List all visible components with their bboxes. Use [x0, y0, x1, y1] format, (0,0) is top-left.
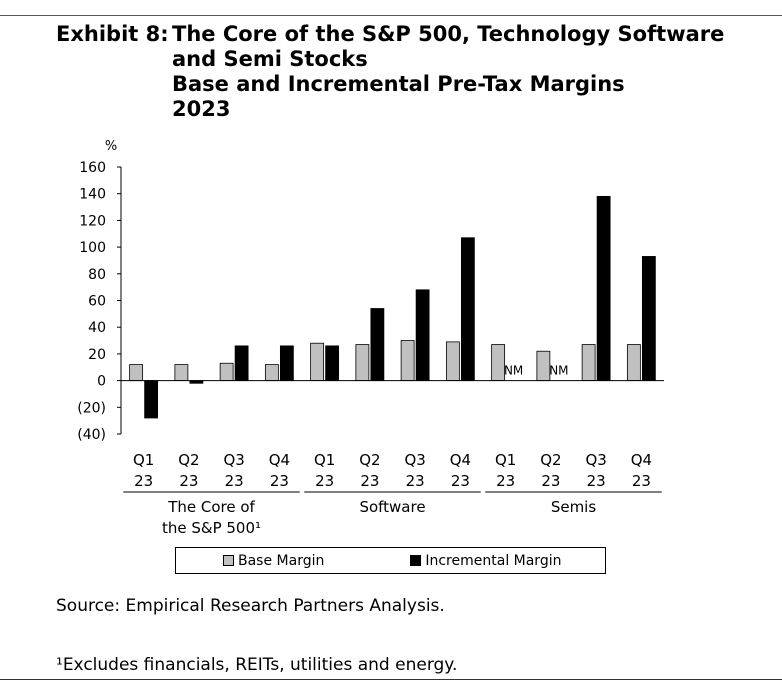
group-label: The Core of: [167, 498, 255, 516]
group-label: the S&P 500¹: [162, 519, 261, 537]
incremental-margin-bar: [370, 308, 385, 382]
source-note: Source: Empirical Research Partners Anal…: [56, 596, 445, 616]
base-margin-bar: [355, 344, 370, 381]
y-tick-label: 80: [88, 267, 106, 283]
bottom-rule: [0, 679, 782, 680]
bar-chart: 160 140 120 100 80 60 40 20 0 (20) (40)% NM NM Q1 23 Q2…: [77, 139, 664, 537]
x-tick-label-quarter: Q1: [495, 451, 516, 469]
y-tick-label: 120: [79, 213, 106, 229]
x-tick-label-year: 23: [315, 472, 334, 490]
base-margin-bar: [310, 342, 325, 382]
y-tick-label: 20: [88, 347, 106, 363]
nm-annotation: NM: [504, 364, 523, 378]
x-tick-label-quarter: Q3: [404, 451, 425, 469]
base-margin-bar: [400, 340, 415, 381]
top-rule: [0, 15, 782, 16]
y-tick-label: (20): [77, 400, 106, 416]
base-margin-bar: [129, 364, 144, 381]
title-line-2: and Semi Stocks: [172, 47, 368, 71]
x-tick-label-year: 23: [496, 472, 515, 490]
y-tick-label: 0: [97, 374, 106, 390]
x-tick-label-quarter: Q2: [178, 451, 199, 469]
chart-title: Exhibit 8: The Core of the S&P 500, Techn…: [56, 22, 724, 122]
x-tick-label-year: 23: [587, 472, 606, 490]
legend-swatch-base: [223, 555, 234, 566]
x-tick-label-quarter: Q2: [359, 451, 380, 469]
incremental-margin-bar: [234, 345, 249, 382]
group-label: Semis: [551, 498, 597, 516]
legend-swatch-incremental: [410, 555, 422, 566]
y-tick-label: 160: [79, 160, 106, 176]
x-tick-label-year: 23: [270, 472, 289, 490]
x-tick-label-quarter: Q4: [450, 451, 471, 469]
x-tick-label-year: 23: [451, 472, 470, 490]
incremental-margin-bar: [144, 380, 159, 419]
legend-label-base: Base Margin: [238, 552, 325, 569]
x-tick-label-quarter: Q3: [585, 451, 606, 469]
legend-item-incremental: Incremental Margin: [410, 553, 561, 569]
base-margin-bar: [626, 344, 641, 381]
x-tick-label-quarter: Q1: [314, 451, 335, 469]
incremental-margin-bar: [596, 195, 611, 381]
base-margin-bar: [445, 341, 460, 382]
x-tick-label-quarter: Q2: [540, 451, 561, 469]
x-tick-label-quarter: Q1: [133, 451, 154, 469]
legend-item-base: Base Margin: [223, 553, 324, 569]
incremental-margin-bar: [279, 345, 294, 382]
legend-label-incremental: Incremental Margin: [425, 552, 562, 569]
y-tick-label: 140: [79, 187, 106, 203]
incremental-margin-bar: [460, 237, 475, 382]
chart-legend: Base Margin Incremental Margin: [175, 547, 606, 574]
x-tick-label-year: 23: [134, 472, 153, 490]
base-margin-bar: [174, 364, 189, 381]
y-tick-label: 60: [88, 294, 106, 310]
x-tick-label-year: 23: [406, 472, 425, 490]
base-margin-bar: [491, 344, 506, 381]
exhibit-label: Exhibit 8:: [56, 22, 169, 46]
y-axis-unit-label: %: [105, 139, 117, 154]
x-tick-label-year: 23: [225, 472, 244, 490]
incremental-margin-bar: [415, 289, 430, 382]
title-line-3: Base and Incremental Pre-Tax Margins: [172, 72, 625, 96]
x-tick-label-year: 23: [179, 472, 198, 490]
x-tick-label-quarter: Q4: [631, 451, 652, 469]
y-tick-label: 100: [79, 240, 106, 256]
base-margin-bar: [536, 350, 551, 382]
x-tick-label-quarter: Q4: [269, 451, 290, 469]
title-line-1: The Core of the S&P 500, Technology Soft…: [172, 22, 725, 46]
base-margin-bar: [581, 344, 596, 381]
title-line-4: 2023: [172, 97, 231, 121]
incremental-margin-bar: [641, 256, 656, 382]
x-tick-label-year: 23: [360, 472, 379, 490]
x-tick-label-quarter: Q3: [223, 451, 244, 469]
x-tick-label-year: 23: [632, 472, 651, 490]
base-margin-bar: [219, 362, 234, 381]
y-tick-label: (40): [77, 427, 106, 443]
group-label: Software: [359, 498, 425, 516]
x-tick-label-year: 23: [541, 472, 560, 490]
footnote: ¹Excludes financials, REITs, utilities a…: [56, 655, 458, 675]
incremental-margin-bar: [325, 345, 340, 382]
y-tick-label: 40: [88, 320, 106, 336]
nm-annotation: NM: [549, 364, 568, 378]
base-margin-bar: [264, 364, 279, 381]
